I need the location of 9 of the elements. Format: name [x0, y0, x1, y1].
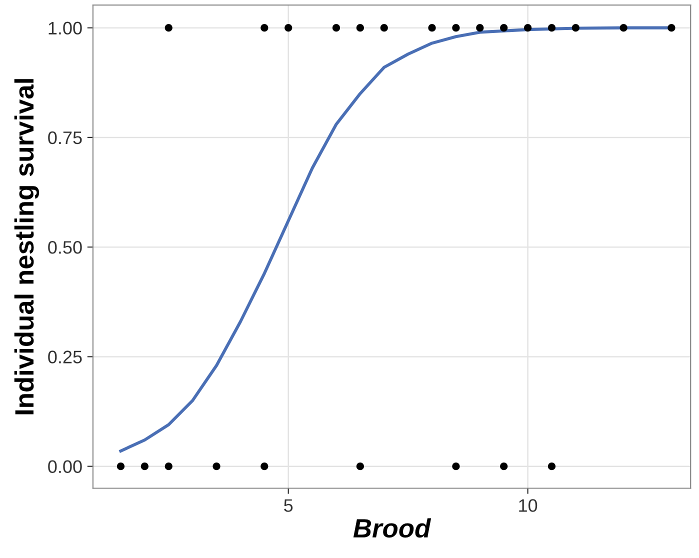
y-axis-title: Individual nestling survival [14, 79, 40, 414]
y-tick-label: 0.50 [48, 241, 82, 254]
x-axis-title: Brood [353, 518, 432, 538]
y-tick-label: 0.75 [48, 131, 82, 144]
x-tick-label: 5 [284, 499, 293, 512]
x-tick-label: 10 [519, 499, 538, 512]
y-tick-label: 1.00 [48, 22, 82, 35]
y-tick-label: 0.25 [48, 350, 82, 364]
y-tick-label: 0.00 [48, 460, 82, 474]
